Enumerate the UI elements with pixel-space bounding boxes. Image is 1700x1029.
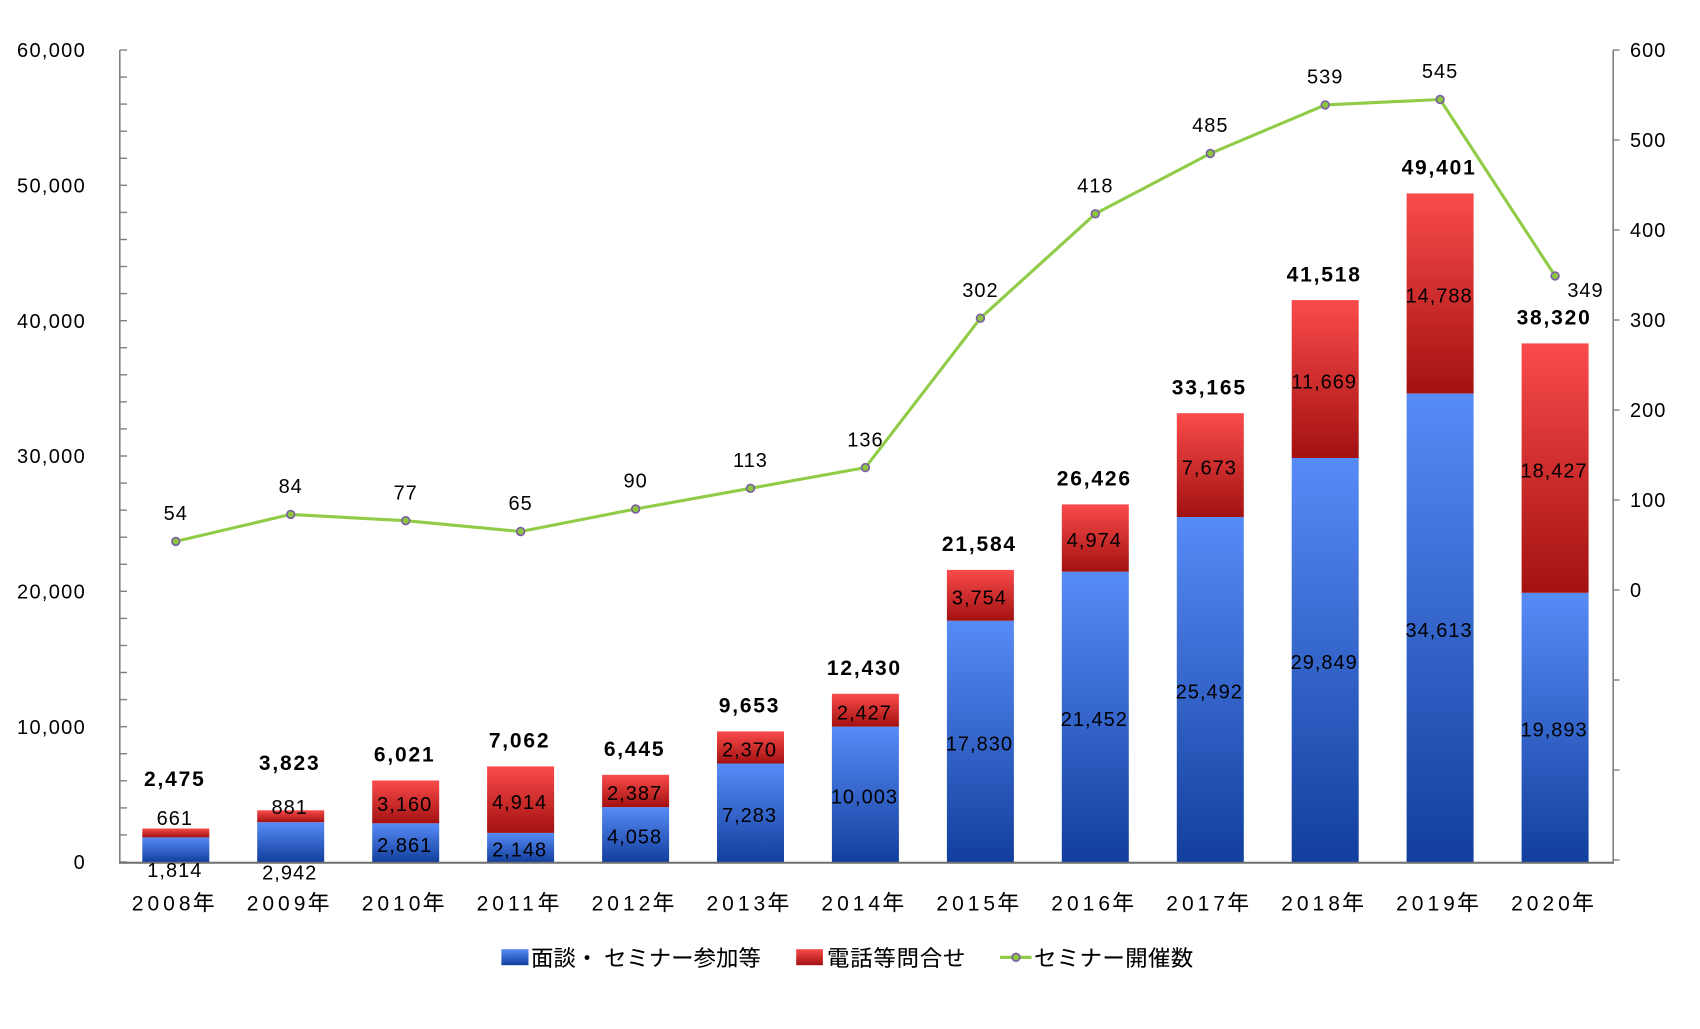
- svg-text:2,942: 2,942: [262, 863, 317, 885]
- svg-text:25,492: 25,492: [1176, 682, 1243, 704]
- svg-text:2,387: 2,387: [607, 783, 662, 805]
- svg-text:4,914: 4,914: [492, 792, 547, 814]
- svg-text:6,445: 6,445: [604, 738, 666, 761]
- svg-text:11,669: 11,669: [1291, 371, 1357, 393]
- svg-text:20,000: 20,000: [17, 582, 86, 604]
- svg-text:300: 300: [1630, 310, 1666, 332]
- svg-text:418: 418: [1077, 176, 1113, 198]
- svg-text:54: 54: [164, 503, 188, 525]
- svg-text:2,475: 2,475: [144, 768, 206, 791]
- svg-text:2012: 2012: [592, 892, 655, 915]
- svg-text:38,320: 38,320: [1517, 307, 1592, 330]
- svg-text:3,160: 3,160: [377, 794, 432, 816]
- svg-text:2011: 2011: [477, 892, 538, 915]
- svg-text:200: 200: [1630, 400, 1666, 422]
- svg-text:9,653: 9,653: [719, 695, 781, 718]
- svg-text:3,754: 3,754: [952, 588, 1007, 610]
- svg-text:302: 302: [962, 280, 998, 302]
- svg-text:30,000: 30,000: [17, 446, 86, 468]
- svg-text:40,000: 40,000: [17, 311, 86, 333]
- svg-text:539: 539: [1307, 67, 1343, 89]
- svg-text:1,814: 1,814: [147, 860, 202, 882]
- svg-text:17,830: 17,830: [946, 734, 1013, 756]
- svg-text:400: 400: [1630, 220, 1666, 242]
- svg-text:2016: 2016: [1051, 892, 1114, 915]
- svg-text:41,518: 41,518: [1287, 263, 1362, 286]
- svg-text:2008: 2008: [132, 892, 195, 915]
- svg-text:77: 77: [394, 482, 418, 504]
- svg-text:50,000: 50,000: [17, 176, 86, 198]
- svg-text:500: 500: [1630, 130, 1666, 152]
- svg-text:2015: 2015: [936, 892, 999, 915]
- svg-text:21,452: 21,452: [1061, 709, 1128, 731]
- svg-text:10,000: 10,000: [17, 717, 86, 739]
- svg-text:3,823: 3,823: [259, 752, 321, 775]
- svg-text:4,058: 4,058: [607, 827, 662, 849]
- svg-text:7,673: 7,673: [1182, 457, 1237, 479]
- svg-text:26,426: 26,426: [1057, 468, 1132, 491]
- svg-text:7,062: 7,062: [489, 730, 551, 753]
- svg-text:2010: 2010: [362, 892, 425, 915]
- svg-text:4,974: 4,974: [1067, 530, 1122, 552]
- svg-text:49,401: 49,401: [1402, 157, 1477, 180]
- svg-text:90: 90: [623, 471, 647, 493]
- svg-text:0: 0: [74, 852, 86, 874]
- svg-text:2009: 2009: [247, 892, 310, 915]
- svg-text:7,283: 7,283: [722, 805, 777, 827]
- svg-text:349: 349: [1567, 280, 1603, 302]
- svg-text:661: 661: [157, 808, 193, 830]
- svg-text:33,165: 33,165: [1172, 376, 1247, 399]
- svg-text:2018: 2018: [1281, 892, 1344, 915]
- svg-text:600: 600: [1630, 40, 1666, 62]
- svg-text:881: 881: [272, 797, 308, 819]
- svg-text:485: 485: [1192, 115, 1228, 137]
- svg-text:21,584: 21,584: [942, 533, 1017, 556]
- svg-text:65: 65: [508, 493, 532, 515]
- svg-text:2020: 2020: [1511, 892, 1574, 915]
- svg-text:2,370: 2,370: [722, 740, 777, 762]
- svg-text:136: 136: [847, 429, 883, 451]
- svg-text:84: 84: [279, 476, 303, 498]
- svg-text:34,613: 34,613: [1406, 620, 1473, 642]
- svg-text:2014: 2014: [821, 892, 884, 915]
- svg-text:113: 113: [733, 450, 768, 472]
- svg-text:0: 0: [1630, 580, 1642, 602]
- svg-text:2017: 2017: [1166, 892, 1229, 915]
- svg-text:19,893: 19,893: [1521, 720, 1588, 742]
- svg-text:2,148: 2,148: [492, 840, 547, 862]
- svg-text:545: 545: [1422, 61, 1458, 83]
- svg-text:29,849: 29,849: [1291, 652, 1358, 674]
- svg-text:18,427: 18,427: [1521, 460, 1588, 482]
- svg-text:14,788: 14,788: [1406, 286, 1473, 308]
- svg-text:2019: 2019: [1396, 892, 1459, 915]
- svg-text:100: 100: [1630, 490, 1666, 512]
- svg-text:2,861: 2,861: [377, 835, 432, 857]
- svg-text:2013: 2013: [707, 892, 770, 915]
- svg-text:12,430: 12,430: [827, 657, 902, 680]
- svg-text:2,427: 2,427: [837, 702, 892, 724]
- svg-text:60,000: 60,000: [17, 40, 86, 62]
- svg-text:6,021: 6,021: [374, 744, 436, 767]
- svg-text:10,003: 10,003: [831, 787, 898, 809]
